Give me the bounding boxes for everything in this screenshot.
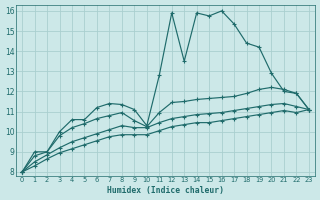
X-axis label: Humidex (Indice chaleur): Humidex (Indice chaleur) [107, 186, 224, 195]
